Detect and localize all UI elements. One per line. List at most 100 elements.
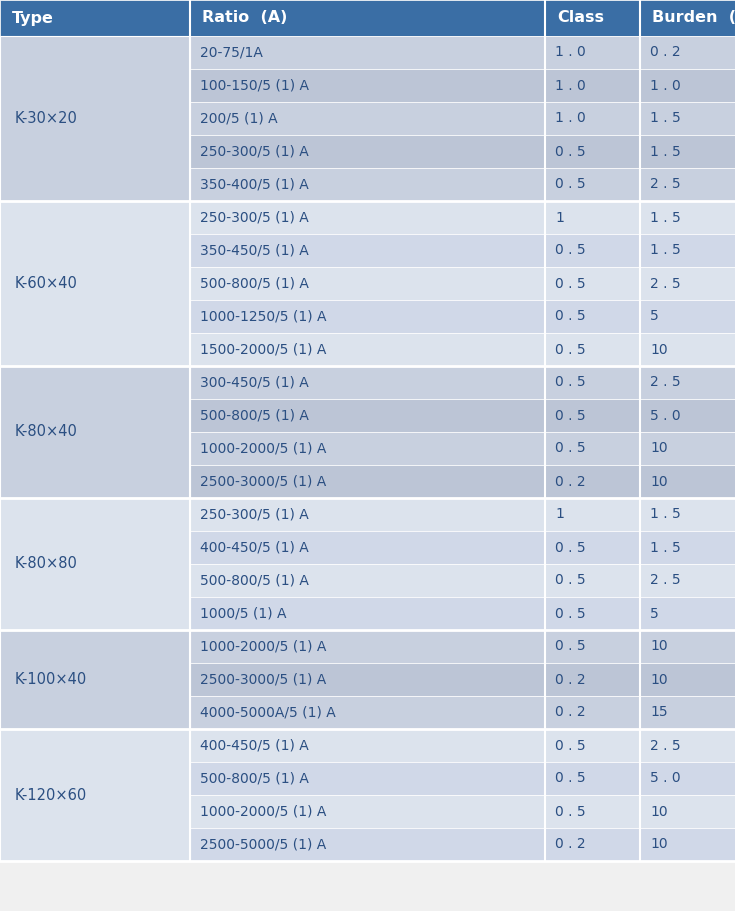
Text: 10: 10 [650,640,667,653]
Bar [640,531,735,564]
Bar [545,663,640,696]
Text: 1 . 5: 1 . 5 [650,145,681,159]
Bar [190,762,545,795]
Bar [640,102,735,135]
Bar [545,234,640,267]
Bar [190,399,545,432]
Bar [0,696,190,729]
Bar [545,630,640,663]
Bar [640,795,735,828]
Text: 0 . 2: 0 . 2 [555,837,586,852]
Bar [190,333,545,366]
Bar [190,135,545,168]
Bar [0,729,190,762]
Bar [0,762,190,795]
Bar [0,168,190,201]
Text: 0 . 5: 0 . 5 [555,310,586,323]
Bar [0,630,190,663]
Bar [545,36,640,69]
Text: 100-150/5 (1) A: 100-150/5 (1) A [200,78,309,93]
Bar [190,102,545,135]
Text: 2500-5000/5 (1) A: 2500-5000/5 (1) A [200,837,326,852]
Text: 2 . 5: 2 . 5 [650,178,681,191]
Bar [190,729,545,762]
Bar [640,300,735,333]
Bar [0,36,190,69]
Bar [0,69,190,102]
Bar [0,531,190,564]
Bar [545,333,640,366]
Text: 10: 10 [650,343,667,356]
Text: 10: 10 [650,475,667,488]
Bar [190,36,545,69]
Text: 0 . 5: 0 . 5 [555,640,586,653]
Text: 0 . 2: 0 . 2 [555,672,586,687]
Bar [190,630,545,663]
Bar [640,465,735,498]
Text: 0 . 5: 0 . 5 [555,739,586,752]
Bar [190,234,545,267]
Bar [545,465,640,498]
Bar [545,69,640,102]
Bar [190,201,545,234]
Text: 1000/5 (1) A: 1000/5 (1) A [200,607,287,620]
Bar [640,564,735,597]
Bar [545,267,640,300]
Text: K-60×40: K-60×40 [15,276,78,291]
Text: 4000-5000A/5 (1) A: 4000-5000A/5 (1) A [200,705,336,720]
Text: 500-800/5 (1) A: 500-800/5 (1) A [200,574,309,588]
Bar [640,597,735,630]
Bar [640,333,735,366]
Bar [545,564,640,597]
Bar [190,564,545,597]
Text: Burden  (VA/Ω): Burden (VA/Ω) [652,11,735,26]
Bar [190,531,545,564]
Text: 0 . 5: 0 . 5 [555,145,586,159]
Bar [190,696,545,729]
Text: 2 . 5: 2 . 5 [650,375,681,390]
Text: 400-450/5 (1) A: 400-450/5 (1) A [200,540,309,555]
Bar [545,828,640,861]
Text: 500-800/5 (1) A: 500-800/5 (1) A [200,277,309,291]
Text: 2 . 5: 2 . 5 [650,574,681,588]
Bar [0,399,190,432]
Bar [640,234,735,267]
Text: K-30×20: K-30×20 [15,111,78,126]
Text: Type: Type [12,11,54,26]
Text: 0 . 5: 0 . 5 [555,408,586,423]
Bar [0,36,190,201]
Bar [640,168,735,201]
Text: 0 . 5: 0 . 5 [555,540,586,555]
Bar [0,597,190,630]
Text: 350-450/5 (1) A: 350-450/5 (1) A [200,243,309,258]
Bar [190,663,545,696]
Text: 1000-2000/5 (1) A: 1000-2000/5 (1) A [200,640,326,653]
Bar [545,795,640,828]
Text: Class: Class [557,11,604,26]
Text: 5: 5 [650,310,659,323]
Text: 350-400/5 (1) A: 350-400/5 (1) A [200,178,309,191]
Bar [545,201,640,234]
Bar [0,828,190,861]
Text: 1000-2000/5 (1) A: 1000-2000/5 (1) A [200,804,326,818]
Bar [0,729,190,861]
Text: 0 . 5: 0 . 5 [555,442,586,456]
Text: 0 . 5: 0 . 5 [555,243,586,258]
Text: 5 . 0: 5 . 0 [650,772,681,785]
Bar [640,0,735,36]
Bar [0,234,190,267]
Text: 1 . 0: 1 . 0 [555,111,586,126]
Text: 0 . 5: 0 . 5 [555,804,586,818]
Text: 0 . 2: 0 . 2 [650,46,681,59]
Text: 0 . 5: 0 . 5 [555,574,586,588]
Bar [545,696,640,729]
Text: 250-300/5 (1) A: 250-300/5 (1) A [200,145,309,159]
Text: 0 . 2: 0 . 2 [555,475,586,488]
Bar [190,168,545,201]
Bar [545,135,640,168]
Bar [0,498,190,531]
Text: 500-800/5 (1) A: 500-800/5 (1) A [200,408,309,423]
Text: 10: 10 [650,804,667,818]
Text: 1000-2000/5 (1) A: 1000-2000/5 (1) A [200,442,326,456]
Text: 0 . 5: 0 . 5 [555,343,586,356]
